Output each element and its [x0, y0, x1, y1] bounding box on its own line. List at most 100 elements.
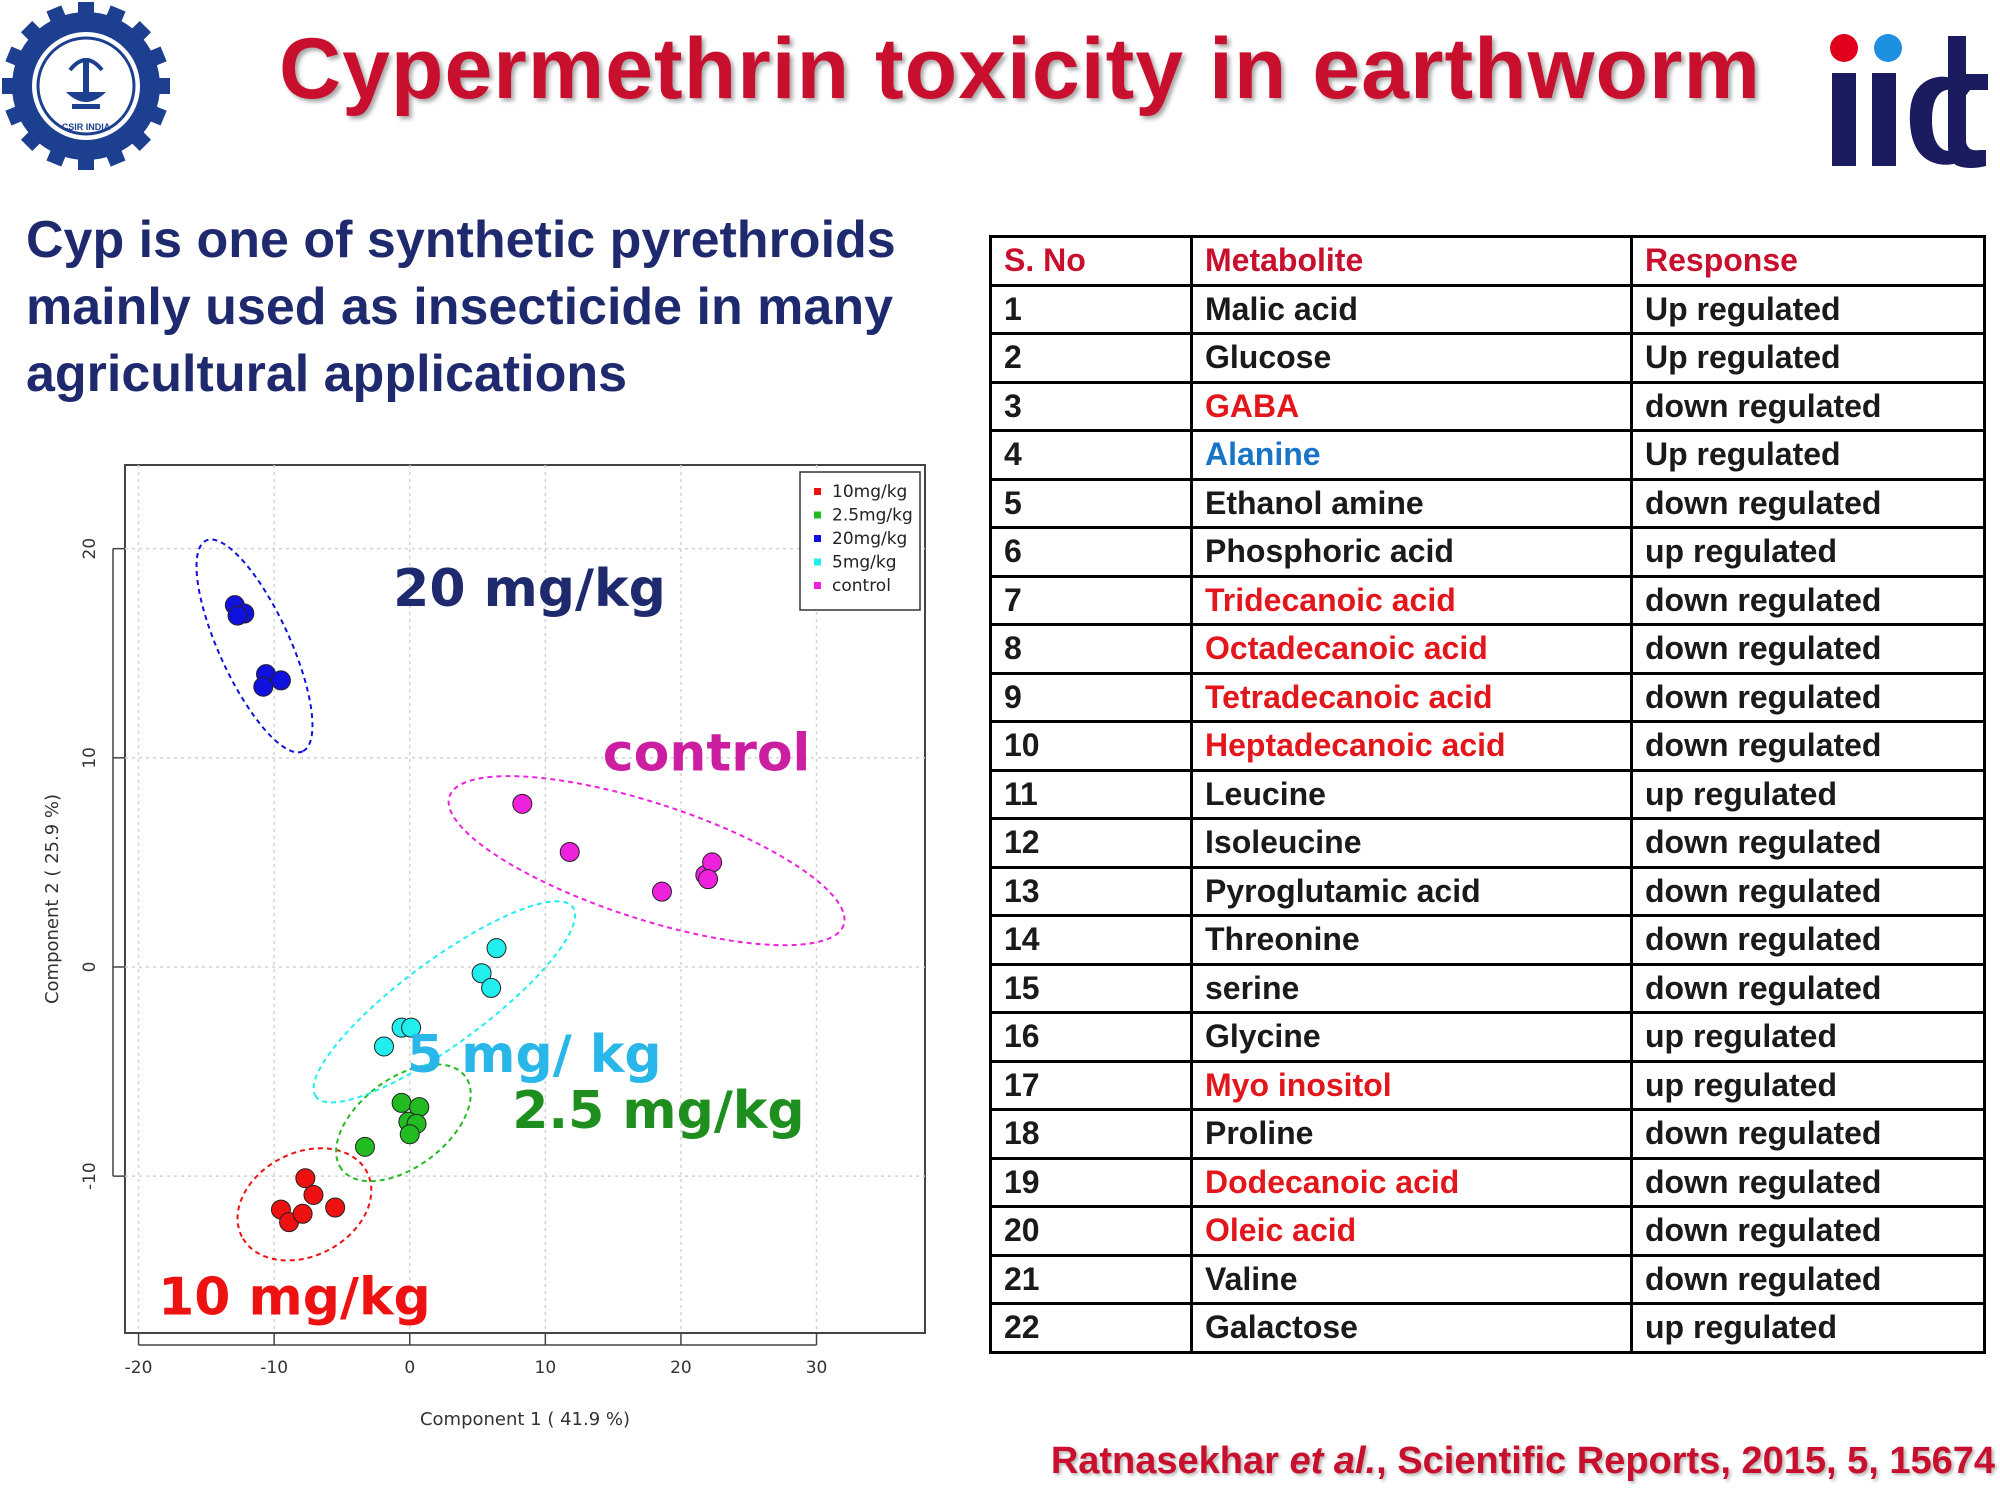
cell-metabolite: GABA	[1190, 380, 1633, 432]
group-label: 2.5 mg/kg	[512, 1081, 804, 1141]
cell-metabolite: Tetradecanoic acid	[1190, 671, 1633, 723]
legend-marker	[814, 488, 821, 495]
data-point	[253, 676, 274, 697]
citation-rest: , Scientific Reports, 2015, 5, 15674	[1376, 1440, 1995, 1482]
cell-metabolite: Phosphoric acid	[1190, 526, 1633, 578]
table-row: 6 Phosphoric acid up regulated	[989, 526, 1986, 578]
group-ellipse	[195, 538, 314, 754]
cell-metabolite: Galactose	[1190, 1302, 1633, 1354]
cell-sno: 21	[989, 1253, 1193, 1305]
iict-logo: iict	[1830, 34, 1988, 177]
y-tick-label: -10	[80, 1162, 100, 1190]
table-row: 9 Tetradecanoic acid down regulated	[989, 671, 1986, 723]
cell-response: Up regulated	[1630, 332, 1986, 384]
cell-metabolite: serine	[1190, 962, 1633, 1014]
cell-sno: 2	[989, 332, 1193, 384]
table-row: 5 Ethanol amine down regulated	[989, 477, 1986, 529]
cell-metabolite: Octadecanoic acid	[1190, 623, 1633, 675]
header-sno: S. No	[989, 235, 1193, 287]
cell-metabolite: Glucose	[1190, 332, 1633, 384]
legend-marker	[814, 582, 821, 589]
table-row: 10 Heptadecanoic acid down regulated	[989, 720, 1986, 772]
group-ellipse	[236, 1147, 373, 1262]
citation-authors: Ratnasekhar	[1050, 1440, 1279, 1482]
table-row: 11 Leucine up regulated	[989, 768, 1986, 820]
table-row: 7 Tridecanoic acid down regulated	[989, 574, 1986, 626]
cell-sno: 11	[989, 768, 1193, 820]
group-label: control	[603, 724, 811, 784]
cell-metabolite: Isoleucine	[1190, 817, 1633, 869]
x-axis-label: Component 1 ( 41.9 %)	[420, 1409, 630, 1430]
table-row: 21 Valine down regulated	[989, 1253, 1986, 1305]
cell-metabolite: Proline	[1190, 1108, 1633, 1160]
citation-etal: et al.	[1289, 1440, 1377, 1482]
cell-response: up regulated	[1630, 1059, 1986, 1111]
legend-item: 2.5mg/kg	[832, 506, 913, 526]
cell-response: up regulated	[1630, 1302, 1986, 1354]
group-label: 20 mg/kg	[393, 559, 666, 619]
cell-sno: 19	[989, 1156, 1193, 1208]
cell-sno: 12	[989, 817, 1193, 869]
cell-metabolite: Glycine	[1190, 1011, 1633, 1063]
table-row: 1 Malic acid Up regulated	[989, 283, 1986, 335]
header-metabolite: Metabolite	[1190, 235, 1633, 287]
y-tick-label: 10	[80, 747, 100, 769]
cell-response: down regulated	[1630, 817, 1986, 869]
cell-sno: 3	[989, 380, 1193, 432]
cell-response: Up regulated	[1630, 283, 1986, 335]
cell-sno: 20	[989, 1205, 1193, 1257]
table-row: 2 Glucose Up regulated	[989, 332, 1986, 384]
data-point	[486, 938, 507, 959]
table-row: 18 Proline down regulated	[989, 1108, 1986, 1160]
y-axis-label: Component 2 ( 25.9 %)	[42, 794, 63, 1004]
group-label: 5 mg/ kg	[407, 1025, 662, 1085]
cell-sno: 17	[989, 1059, 1193, 1111]
table-row: 20 Oleic acid down regulated	[989, 1205, 1986, 1257]
data-point	[303, 1184, 324, 1205]
cell-response: down regulated	[1630, 477, 1986, 529]
x-tick-label: -20	[125, 1358, 153, 1378]
x-tick-label: -10	[260, 1358, 288, 1378]
table-row: 8 Octadecanoic acid down regulated	[989, 623, 1986, 675]
x-tick-label: 20	[670, 1358, 692, 1378]
plot-frame	[124, 464, 926, 1334]
cell-metabolite: Heptadecanoic acid	[1190, 720, 1633, 772]
cell-metabolite: Oleic acid	[1190, 1205, 1633, 1257]
cell-response: down regulated	[1630, 671, 1986, 723]
cell-response: down regulated	[1630, 720, 1986, 772]
cell-response: up regulated	[1630, 768, 1986, 820]
table-row: 22 Galactose up regulated	[989, 1302, 1986, 1354]
data-point	[651, 881, 672, 902]
cell-metabolite: Valine	[1190, 1253, 1633, 1305]
table-row: 12 Isoleucine down regulated	[989, 817, 1986, 869]
data-point	[512, 793, 533, 814]
page-title: Cypermethrin toxicity in earthworm	[279, 21, 1761, 117]
cell-response: Up regulated	[1630, 429, 1986, 481]
data-point	[325, 1197, 346, 1218]
legend-marker	[814, 511, 821, 519]
table-row: 19 Dodecanoic acid down regulated	[989, 1156, 1986, 1208]
legend-item: 20mg/kg	[832, 529, 907, 549]
data-point	[471, 963, 492, 984]
x-tick-label: 10	[535, 1358, 557, 1378]
cell-sno: 1	[989, 283, 1193, 335]
group-ellipses	[195, 538, 846, 1262]
cell-sno: 6	[989, 526, 1193, 578]
table-row: 17 Myo inositol up regulated	[989, 1059, 1986, 1111]
table-row: 4 Alanine Up regulated	[989, 429, 1986, 481]
axis-ticks: -20 -10 0 10 20 30 -10 0 10 20	[80, 538, 827, 1378]
header-response: Response	[1630, 235, 1986, 287]
y-tick-label: 0	[80, 962, 100, 973]
table-row: 15 serine down regulated	[989, 962, 1986, 1014]
legend: 10mg/kg 2.5mg/kg 20mg/kg 5mg/kg control	[799, 471, 921, 611]
table-header-row: S. No Metabolite Response	[989, 235, 1986, 287]
cell-metabolite: Leucine	[1190, 768, 1633, 820]
data-points	[224, 595, 723, 1233]
cell-response: down regulated	[1630, 380, 1986, 432]
data-point	[401, 1017, 422, 1038]
data-point	[270, 670, 291, 691]
cell-metabolite: Alanine	[1190, 429, 1633, 481]
cell-metabolite: Tridecanoic acid	[1190, 574, 1633, 626]
data-point	[355, 1136, 375, 1157]
data-point	[559, 841, 580, 862]
